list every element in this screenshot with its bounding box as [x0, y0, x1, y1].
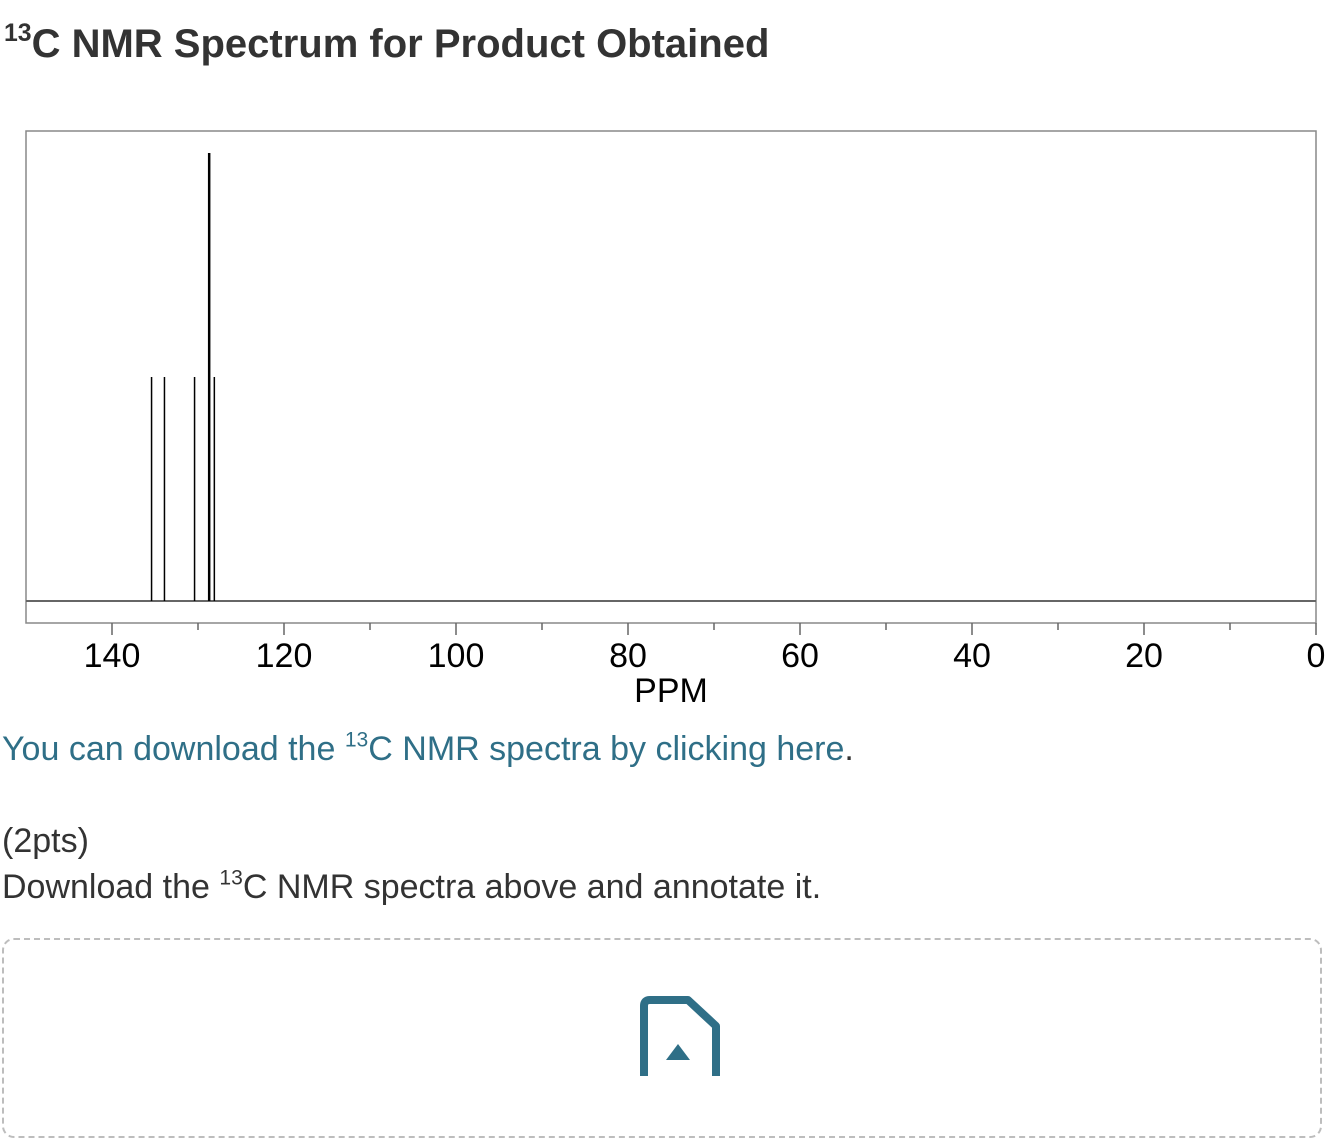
download-link-superscript: 13 [344, 728, 369, 752]
download-link-text-pre: You can download the [2, 730, 345, 768]
x-tick-label: 120 [256, 637, 313, 675]
download-spectra-link[interactable]: You can download the 13C NMR spectra by … [2, 728, 854, 769]
x-axis-label: PPM [634, 672, 708, 710]
x-tick-label: 20 [1125, 637, 1163, 675]
nmr-spectrum-chart: 140 120 100 80 60 40 20 0 PPM [25, 130, 1326, 710]
question-superscript: 13 [219, 866, 243, 890]
file-upload-icon [640, 996, 720, 1076]
x-tick-label: 100 [428, 637, 485, 675]
x-tick-label: 40 [953, 637, 991, 675]
x-tick-label: 140 [84, 637, 141, 675]
question-points: (2pts) [2, 822, 89, 860]
x-tick-label: 80 [609, 637, 647, 675]
download-link-period: . [844, 730, 854, 768]
file-upload-dropzone[interactable] [2, 938, 1322, 1138]
question-text-post: C NMR spectra above and annotate it. [242, 868, 822, 906]
plot-frame [25, 130, 1317, 624]
question-text-pre: Download the [2, 868, 220, 906]
plot-layer: 140 120 100 80 60 40 20 0 [25, 130, 1326, 675]
page-title: 13C NMR Spectrum for Product Obtained [4, 19, 770, 67]
title-text: C NMR Spectrum for Product Obtained [31, 22, 770, 66]
x-tick-label: 60 [781, 637, 819, 675]
title-superscript: 13 [4, 19, 32, 47]
x-tick-label: 0 [1307, 637, 1326, 675]
question-text: Download the 13C NMR spectra above and a… [2, 866, 822, 907]
download-link-text-post: C NMR spectra by clicking here [368, 730, 845, 768]
